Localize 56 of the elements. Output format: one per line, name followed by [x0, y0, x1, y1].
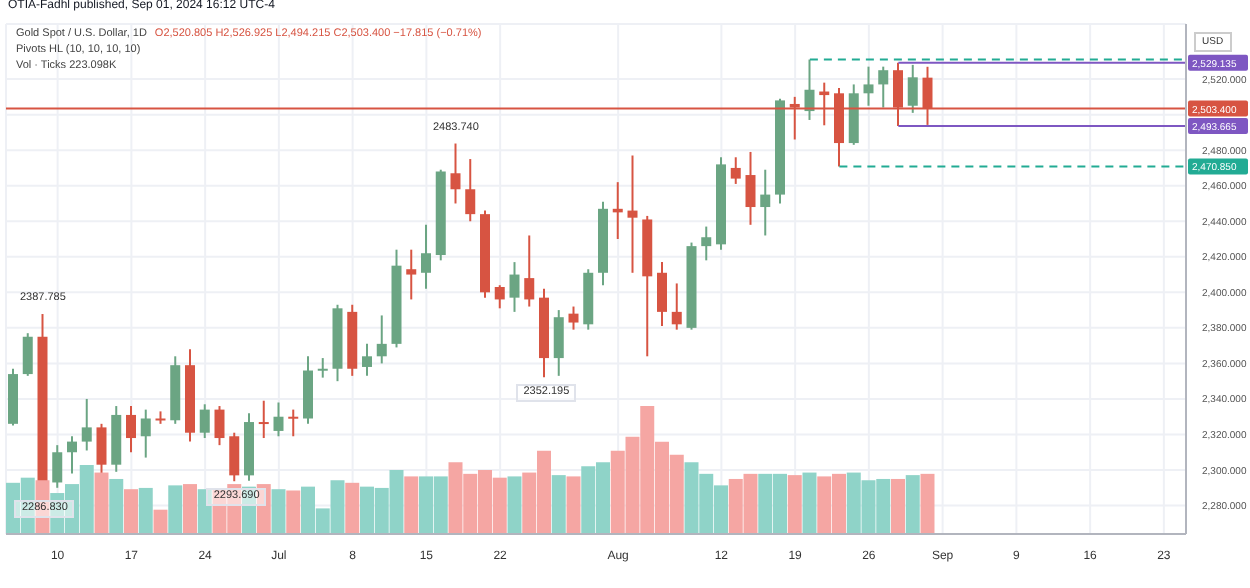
candlestick [52, 444, 63, 489]
bar [551, 475, 566, 534]
bar [197, 489, 212, 534]
candlestick [362, 342, 372, 377]
candlestick [67, 435, 77, 475]
candlestick [907, 63, 918, 114]
bar [920, 473, 935, 534]
candlestick [214, 405, 225, 447]
bar [138, 487, 153, 534]
bar [183, 484, 197, 534]
candlestick [140, 408, 151, 459]
candlestick [258, 399, 269, 440]
candlestick [878, 65, 889, 109]
candlestick [421, 223, 431, 290]
candlestick [229, 431, 240, 483]
bar [153, 509, 168, 534]
bar [256, 484, 271, 534]
candlestick [863, 65, 874, 107]
candlestick [745, 150, 756, 226]
bar [905, 475, 920, 534]
bar [124, 489, 138, 534]
candlestick [199, 403, 210, 440]
candlestick [126, 405, 136, 454]
candlestick [509, 261, 520, 313]
candlestick [671, 282, 682, 331]
candlestick [303, 355, 313, 425]
candlestick [494, 284, 505, 310]
bar [566, 476, 581, 534]
bar [271, 489, 286, 534]
bar [802, 472, 817, 534]
candlestick [568, 305, 579, 331]
bar [94, 472, 109, 534]
candlestick [465, 158, 476, 223]
candlestick [657, 261, 667, 328]
bar [286, 490, 301, 534]
candlestick [701, 225, 712, 262]
candlestick [760, 168, 771, 237]
bar [787, 475, 802, 534]
candlestick [22, 332, 33, 377]
candlestick [273, 401, 284, 438]
bar [891, 478, 905, 534]
candlestick [524, 234, 535, 308]
candlestick [376, 314, 387, 365]
candlestick [317, 357, 328, 379]
candlestick [553, 309, 564, 377]
bar [345, 482, 360, 534]
candlestick [627, 154, 638, 274]
candlestick [288, 408, 299, 438]
candlestick [406, 248, 417, 301]
bar [404, 476, 419, 534]
candlestick [450, 142, 461, 205]
bar [507, 476, 522, 534]
bar [168, 485, 183, 534]
candlestick [81, 397, 92, 452]
candlestick [730, 156, 741, 185]
bar [109, 478, 124, 534]
